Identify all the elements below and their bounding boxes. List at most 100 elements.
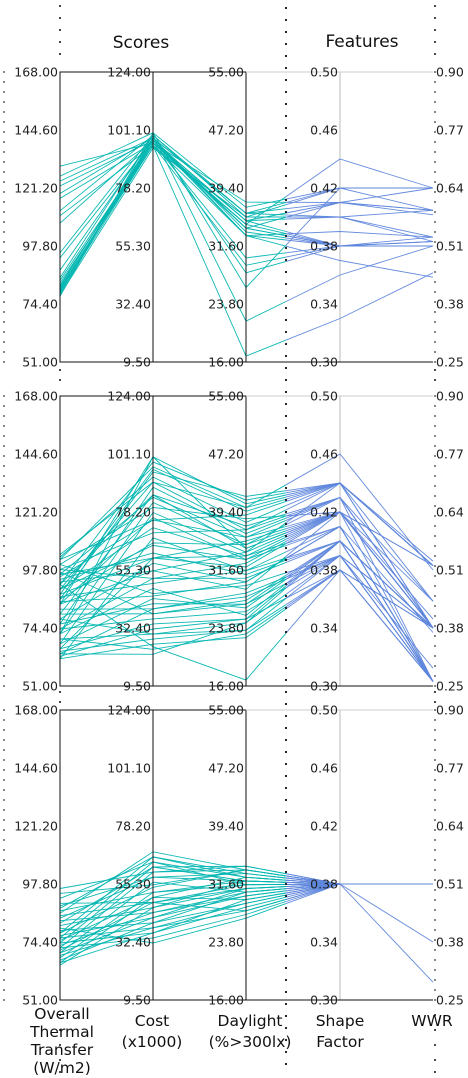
divider-dot: [284, 414, 288, 418]
divider-dot: [284, 258, 288, 262]
divider-dot: [284, 150, 288, 154]
tick-labels: 168.00 144.60 121.20 97.80 74.40 51.00 124.00 1…: [14, 65, 464, 370]
divider-dot: [284, 462, 288, 466]
thermal-tick-label: 168.00: [14, 389, 58, 404]
axis-dot: [434, 201, 436, 203]
divider-dot: [284, 486, 288, 490]
axis-dot: [3, 331, 5, 333]
divider-dot: [284, 306, 288, 310]
wwr-tick-label: 0.38: [436, 935, 464, 950]
axis-dot: [3, 675, 5, 677]
divider-dot: [284, 738, 288, 742]
cost-tick-label: 32.40: [115, 621, 151, 636]
axis-dot: [3, 949, 5, 951]
divider-dot: [284, 18, 288, 22]
scores-polyline: [59, 881, 287, 954]
axis-dot: [3, 465, 5, 467]
divider-dot: [284, 330, 288, 334]
tick-labels: 168.00 144.60 121.20 97.80 74.40 51.00 124.00 1…: [14, 389, 464, 694]
thermal-tick-label: 144.60: [14, 447, 58, 462]
features-title: Features: [325, 32, 398, 52]
divider-dot: [284, 210, 288, 214]
features-polyline: [285, 540, 434, 629]
shape-tick-label: 0.42: [310, 181, 338, 196]
thermal-tick-label: 144.60: [14, 123, 58, 138]
axis-dot: [3, 729, 5, 731]
axis-dot: [3, 81, 5, 83]
gap-dot: [434, 369, 436, 371]
axis-dot: [434, 989, 436, 991]
scores-polyline: [59, 576, 287, 610]
axis-dot: [3, 121, 5, 123]
scores-polyline: [59, 517, 287, 605]
features-polyline: [285, 187, 433, 203]
axis-dot: [434, 605, 436, 607]
axis-dot: [434, 799, 436, 801]
axis-dot: [434, 595, 436, 597]
axis-dot: [3, 759, 5, 761]
divider-dot: [284, 30, 288, 34]
axis-dot: [3, 351, 5, 353]
axis-dot: [3, 91, 5, 93]
panel-3: 168.00 144.60 121.20 97.80 74.40 51.00 124.00 1…: [3, 703, 464, 1008]
header-dot: [59, 29, 61, 31]
axis-dot: [434, 979, 436, 981]
thermal-tick-label: 144.60: [14, 761, 58, 776]
shape-tick-label: 0.30: [310, 993, 338, 1008]
header-dot: [434, 53, 436, 55]
scores-polyline: [59, 468, 287, 595]
divider-dot: [284, 990, 288, 994]
wwr-tick-label: 0.90: [436, 389, 464, 404]
thermal-tick-label: 97.80: [22, 877, 58, 892]
axis-dot: [434, 241, 436, 243]
divider-dot: [284, 126, 288, 130]
divider-dot: [284, 882, 288, 886]
axis-dot: [434, 505, 436, 507]
divider-dot: [284, 1038, 288, 1042]
axis-dot: [434, 819, 436, 821]
axis-dot: [434, 769, 436, 771]
scores-polyline: [59, 536, 287, 650]
thermal-tick-label: 51.00: [22, 355, 58, 370]
scores-polyline: [59, 587, 287, 655]
cost-tick-label: 78.20: [115, 505, 151, 520]
wwr-tick-label: 0.64: [436, 819, 464, 834]
gap-dot: [434, 1044, 436, 1046]
axis-dot: [434, 869, 436, 871]
axis-dot: [3, 525, 5, 527]
divider-dot: [284, 582, 288, 586]
header-dot: [434, 17, 436, 19]
axis-dot: [3, 131, 5, 133]
axis-dot: [434, 959, 436, 961]
axis-dot: [3, 769, 5, 771]
divider-dot: [284, 234, 288, 238]
divider-dot: [284, 594, 288, 598]
daylight-axis-label: Daylight: [218, 1012, 283, 1030]
axis-dot: [434, 71, 436, 73]
cost-tick-label: 55.30: [115, 239, 151, 254]
axis-dot: [3, 645, 5, 647]
shape-tick-label: 0.38: [310, 563, 338, 578]
daylight-tick-label: 31.60: [208, 563, 244, 578]
header-dot: [59, 5, 61, 7]
gap-dot: [59, 1029, 61, 1031]
divider-dot: [284, 102, 288, 106]
divider-dot: [284, 162, 288, 166]
axis-dot: [3, 361, 5, 363]
thermal-tick-label: 97.80: [22, 239, 58, 254]
cost-tick-label: 9.50: [123, 679, 151, 694]
axis-dot: [434, 101, 436, 103]
axis-dot: [434, 191, 436, 193]
axis-dot: [434, 969, 436, 971]
divider-dot: [284, 654, 288, 658]
scores-title: Scores: [113, 33, 170, 53]
axis-dot: [434, 919, 436, 921]
wwr-tick-label: 0.90: [436, 703, 464, 718]
divider-dot: [284, 546, 288, 550]
axis-dot: [3, 71, 5, 73]
divider-dot: [284, 702, 288, 706]
axis-dot: [3, 311, 5, 313]
divider-dot: [284, 6, 288, 10]
daylight-tick-label: 16.00: [208, 993, 244, 1008]
axis-dot: [3, 849, 5, 851]
